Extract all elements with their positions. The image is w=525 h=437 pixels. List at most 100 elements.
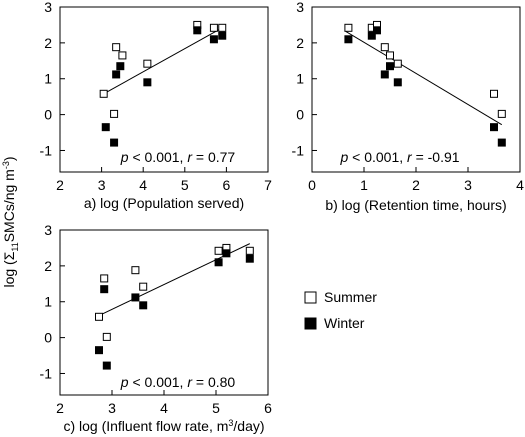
winter-point: [193, 26, 202, 35]
summer-point: [102, 332, 111, 341]
summer-point: [112, 43, 121, 52]
summer-point: [214, 246, 223, 255]
data-marks: [344, 20, 506, 147]
x-tick-label: 3: [98, 177, 106, 193]
summer-point: [139, 282, 148, 291]
summer-point: [95, 312, 103, 321]
winter-point: [367, 31, 376, 40]
x-tick-label: 5: [212, 400, 220, 416]
legend-item-summer: Summer: [304, 289, 377, 305]
x-tick-label: 4: [160, 400, 168, 416]
data-marks: [99, 20, 227, 147]
winter-point: [100, 285, 109, 294]
x-tick-label: 3: [464, 177, 472, 193]
x-axis-label: a) log (Population served): [84, 195, 244, 211]
x-ticks: 2 3 4 5 6 7: [56, 167, 272, 193]
x-tick-label: 3: [108, 400, 116, 416]
summer-point: [99, 89, 108, 98]
x-ticks: 2 3 4 5 6: [56, 390, 272, 416]
winter-point: [209, 35, 218, 44]
panel-b: -1 0 1 2 3 0 1 2 3 4 p < 0.001, r = -0.91 b) log…: [292, 0, 525, 213]
legend-item-winter: Winter: [304, 315, 365, 331]
plot-frame: [59, 6, 269, 173]
winter-point: [143, 78, 152, 87]
stats-annotation: p < 0.001, r = 0.80: [120, 374, 236, 390]
data-marks: [95, 243, 254, 370]
y-axis-label: log (Σ11SMCs/ng m-3): [1, 156, 20, 287]
winter-point: [101, 123, 110, 132]
y-tick-label: -1: [40, 365, 53, 381]
y-tick-label: 3: [44, 222, 52, 238]
winter-point: [344, 35, 353, 44]
winter-point: [373, 26, 381, 35]
x-tick-label: 7: [264, 177, 272, 193]
x-tick-label: 0: [308, 177, 316, 193]
y-tick-label: 0: [296, 107, 304, 123]
plot-frame: [311, 6, 521, 173]
winter-point: [112, 70, 121, 79]
x-tick-label: 1: [360, 177, 368, 193]
summer-point: [386, 51, 394, 60]
winter-point: [131, 293, 140, 302]
summer-point: [100, 274, 109, 283]
summer-point: [131, 266, 140, 275]
open-square-icon: [304, 291, 317, 304]
winter-point: [490, 123, 498, 132]
y-tick-label: 1: [44, 71, 52, 87]
x-tick-label: 4: [139, 177, 147, 193]
trendline: [345, 30, 503, 126]
summer-point: [344, 23, 353, 32]
winter-point: [393, 78, 402, 87]
x-tick-label: 5: [181, 177, 189, 193]
y-tick-label: 1: [44, 294, 52, 310]
summer-point: [393, 59, 402, 68]
panel-c: -1 0 1 2 3 2 3 4 5 6 p < 0.001, r = 0.80 c) log …: [40, 222, 273, 434]
y-ticks: -1 0 1 2 3: [292, 0, 317, 158]
x-tick-label: 2: [56, 400, 64, 416]
summer-point: [497, 109, 506, 118]
y-tick-label: 1: [296, 71, 304, 87]
y-tick-label: 2: [296, 35, 304, 51]
winter-point: [222, 249, 231, 258]
summer-point: [490, 89, 498, 98]
y-tick-label: 2: [44, 258, 52, 274]
x-axis-label: c) log (Influent flow rate, m3/day): [63, 418, 264, 434]
y-tick-label: 0: [44, 330, 52, 346]
y-tick-label: -1: [292, 142, 305, 158]
winter-point: [386, 62, 394, 71]
x-tick-label: 2: [412, 177, 420, 193]
winter-point: [380, 70, 389, 79]
stats-annotation: p < 0.001, r = -0.91: [339, 149, 459, 165]
x-axis-label: b) log (Retention time, hours): [325, 197, 506, 213]
winter-point: [116, 62, 125, 71]
stats-annotation: p < 0.001, r = 0.77: [120, 149, 236, 165]
winter-point: [245, 254, 254, 263]
x-tick-label: 6: [264, 400, 272, 416]
legend-label: Summer: [324, 289, 377, 305]
summer-point: [118, 51, 127, 60]
y-tick-label: 3: [296, 0, 304, 15]
x-tick-label: 2: [56, 177, 64, 193]
y-tick-label: -1: [40, 142, 53, 158]
summer-point: [245, 246, 254, 255]
winter-point: [139, 301, 148, 310]
y-tick-label: 2: [44, 35, 52, 51]
summer-point: [218, 23, 227, 32]
winter-point: [102, 361, 111, 370]
summer-point: [110, 109, 119, 118]
plot-frame: [59, 229, 269, 396]
filled-square-icon: [304, 317, 317, 330]
winter-point: [214, 258, 223, 267]
summer-point: [209, 23, 218, 32]
y-ticks: -1 0 1 2 3: [40, 0, 65, 158]
y-tick-label: 0: [44, 107, 52, 123]
winter-point: [497, 138, 506, 147]
summer-point: [143, 59, 152, 68]
legend-label: Winter: [324, 315, 365, 331]
x-ticks: 0 1 2 3 4: [308, 167, 524, 193]
winter-point: [110, 138, 119, 147]
winter-point: [95, 346, 103, 355]
y-tick-label: 3: [44, 0, 52, 15]
panel-a: -1 0 1 2 3 2 3 4 5 6 7 p < 0.001, r = 0.77 a) log…: [40, 0, 273, 211]
